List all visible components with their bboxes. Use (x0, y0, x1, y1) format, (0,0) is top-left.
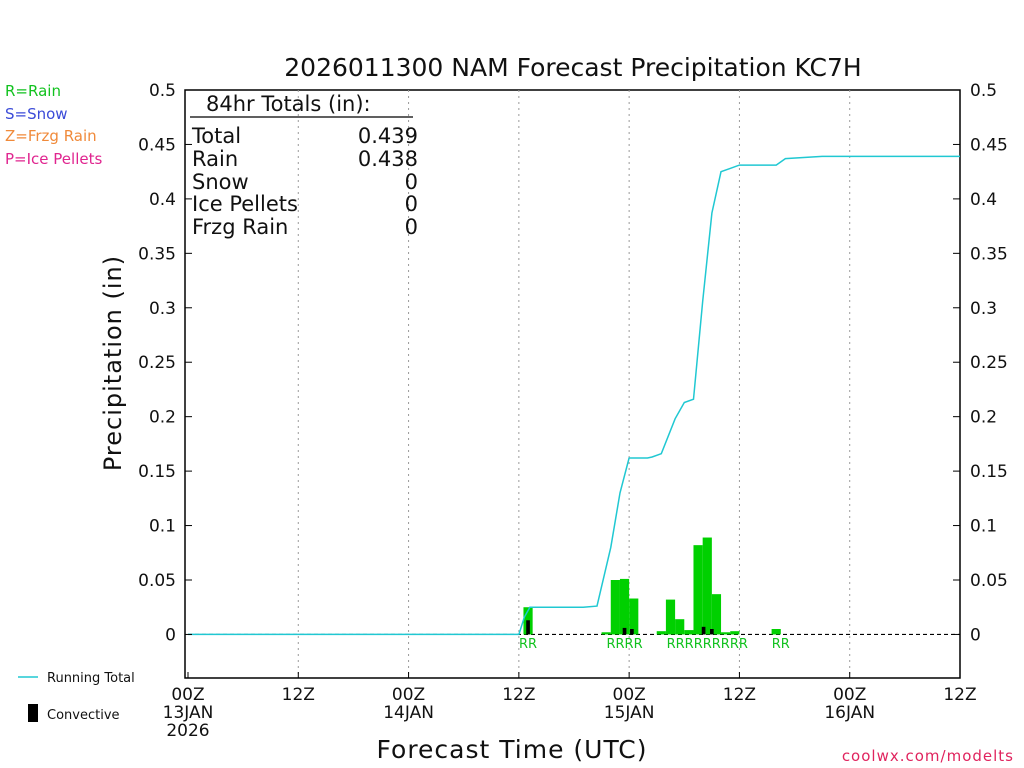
convective-legend-label: Convective (47, 708, 120, 723)
convective-bar (630, 629, 634, 635)
rain-bar (656, 631, 666, 635)
chart-title: 2026011300 NAM Forecast Precipitation KC… (284, 53, 861, 82)
x-tick-label: 00Z (613, 685, 646, 705)
x-tick-label: 12Z (943, 685, 976, 705)
running-total-legend-label: Running Total (47, 671, 135, 686)
legend-snow: S=Snow (5, 105, 68, 123)
x-tick-label: 2026 (166, 721, 209, 741)
ptype-marker-label: RRRR (606, 637, 642, 652)
rain-bar (665, 599, 676, 635)
totals-label-snow: Snow (192, 170, 249, 194)
rain-bar (730, 631, 740, 635)
ptype-marker-label: RRRRRRRRR (667, 637, 748, 652)
x-tick-label: 12Z (502, 685, 535, 705)
rain-bar (610, 580, 620, 635)
y-tick-label-left: 0 (165, 625, 176, 645)
totals-label-ice-pellets: Ice Pellets (192, 192, 298, 216)
x-tick-label: 00Z (392, 685, 425, 705)
x-tick-label: 12Z (723, 685, 756, 705)
x-tick-label: 16JAN (824, 703, 875, 723)
rain-bar (711, 594, 722, 635)
ptype-marker-label: RR (519, 637, 537, 652)
legend-freezing-rain: Z=Frzg Rain (5, 127, 97, 145)
x-axis-label: Forecast Time (UTC) (377, 735, 648, 764)
y-tick-label-left: 0.4 (149, 190, 176, 210)
convective-bar (526, 620, 530, 635)
rain-bar (771, 629, 781, 635)
totals-value-snow: 0 (405, 170, 418, 194)
ptype-marker-label: RR (772, 637, 790, 652)
y-tick-label-right: 0.25 (970, 353, 1008, 373)
y-tick-label-right: 0.3 (970, 299, 997, 319)
convective-bars (526, 620, 714, 635)
y-tick-label-left: 0.45 (138, 135, 176, 155)
legend-rain: R=Rain (5, 82, 61, 100)
y-tick-label-right: 0 (970, 625, 981, 645)
legend-ice-pellets: P=Ice Pellets (5, 150, 102, 168)
rain-bars (523, 537, 781, 635)
y-tick-label-right: 0.05 (970, 571, 1008, 591)
y-tick-label-right: 0.15 (970, 462, 1008, 482)
ptype-legend: R=Rain S=Snow Z=Frzg Rain P=Ice Pellets (5, 82, 102, 168)
running-total-line (188, 155, 960, 636)
y-tick-label-left: 0.25 (138, 353, 176, 373)
convective-bar (622, 627, 627, 635)
y-axis-label: Precipitation (in) (99, 255, 127, 471)
rain-bar (601, 632, 611, 635)
totals-value-ice-pellets: 0 (405, 192, 418, 216)
gridlines (188, 90, 960, 678)
running-total-polyline (188, 155, 960, 636)
x-tick-label: 15JAN (604, 703, 655, 723)
totals-label-total: Total (191, 124, 241, 148)
x-tick-label: 00Z (171, 685, 204, 705)
x-tick-label: 12Z (282, 685, 315, 705)
y-tick-label-left: 0.35 (138, 244, 176, 264)
series-legend: Running Total Convective (18, 671, 135, 723)
rain-bar (684, 630, 694, 635)
y-tick-label-right: 0.1 (970, 517, 997, 537)
totals-header: 84hr Totals (in): (206, 92, 371, 116)
y-tick-label-left: 0.2 (149, 408, 176, 428)
rain-bar (693, 545, 703, 635)
y-tick-label-left: 0.5 (149, 81, 176, 101)
ptype-markers: RR RRRR RRRRRRRRR RR (519, 637, 790, 652)
x-tick-label: 00Z (833, 685, 866, 705)
y-tick-label-left: 0.3 (149, 299, 176, 319)
y-tick-label-left: 0.15 (138, 462, 176, 482)
x-tick-label: 14JAN (383, 703, 434, 723)
y-tick-label-right: 0.4 (970, 190, 997, 210)
y-tick-label-right: 0.2 (970, 408, 997, 428)
rain-bar (702, 537, 712, 635)
rain-bar (629, 598, 639, 635)
convective-bar (701, 626, 706, 635)
y-tick-label-left: 0.1 (149, 517, 176, 537)
totals-value-frzg-rain: 0 (405, 215, 418, 239)
rain-bar (675, 619, 685, 635)
totals-value-total: 0.439 (358, 124, 418, 148)
convective-swatch (28, 704, 38, 722)
totals-value-rain: 0.438 (358, 147, 418, 171)
plot-frame (184, 89, 961, 679)
y-tick-label-right: 0.5 (970, 81, 997, 101)
rain-bar (619, 578, 630, 635)
x-tick-label: 13JAN (163, 703, 214, 723)
totals-label-rain: Rain (192, 147, 238, 171)
convective-bar (710, 629, 714, 635)
rain-bar (721, 632, 731, 635)
y-tick-label-right: 0.45 (970, 135, 1008, 155)
y-tick-label-right: 0.35 (970, 244, 1008, 264)
y-tick-label-left: 0.05 (138, 571, 176, 591)
totals-box: 84hr Totals (in): Total 0.439 Rain 0.438… (190, 92, 418, 239)
source-credit: coolwx.com/modelts (842, 747, 1014, 765)
totals-label-frzg-rain: Frzg Rain (192, 215, 288, 239)
